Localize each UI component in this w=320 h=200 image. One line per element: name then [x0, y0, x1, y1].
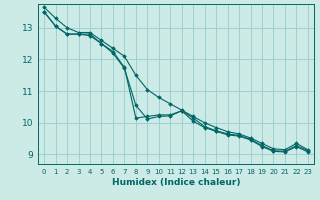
X-axis label: Humidex (Indice chaleur): Humidex (Indice chaleur)	[112, 178, 240, 187]
